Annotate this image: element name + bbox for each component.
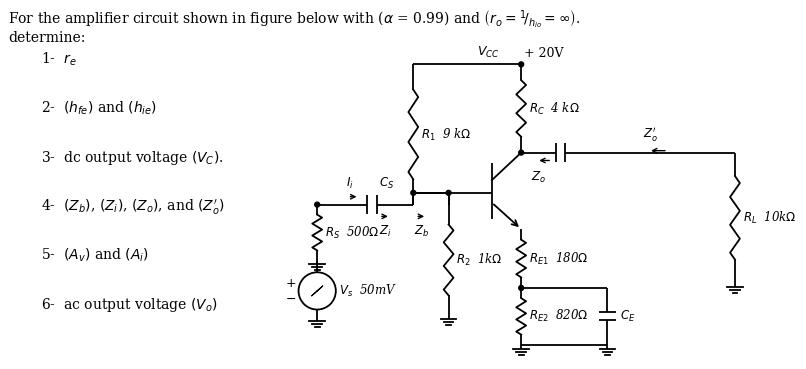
Text: $Z_o'$: $Z_o'$	[642, 125, 658, 143]
Circle shape	[314, 202, 320, 207]
Text: $V_s$  50mV: $V_s$ 50mV	[339, 283, 397, 299]
Text: $R_{E1}$  180$\Omega$: $R_{E1}$ 180$\Omega$	[529, 251, 588, 266]
Text: $Z_i$: $Z_i$	[379, 224, 391, 239]
Text: $C_S$: $C_S$	[379, 176, 394, 191]
Text: $Z_b$: $Z_b$	[413, 224, 429, 239]
Circle shape	[411, 190, 416, 195]
Text: $R_S$  500$\Omega$: $R_S$ 500$\Omega$	[325, 224, 380, 241]
Text: 2-  $(h_{fe})$ and $(h_{ie})$: 2- $(h_{fe})$ and $(h_{ie})$	[40, 100, 156, 117]
Text: 5-  $(A_v)$ and $(A_i)$: 5- $(A_v)$ and $(A_i)$	[40, 247, 148, 264]
Text: $C_E$: $C_E$	[621, 309, 636, 324]
Text: 6-  ac output voltage $(V_o)$: 6- ac output voltage $(V_o)$	[40, 296, 218, 314]
Text: $R_2$  1k$\Omega$: $R_2$ 1k$\Omega$	[456, 252, 503, 268]
Text: $R_L$  10k$\Omega$: $R_L$ 10k$\Omega$	[743, 210, 796, 226]
Text: $Z_o$: $Z_o$	[531, 170, 546, 185]
Text: $V_{CC}$: $V_{CC}$	[477, 45, 500, 61]
Circle shape	[519, 150, 524, 155]
Text: $R_{E2}$  820$\Omega$: $R_{E2}$ 820$\Omega$	[529, 308, 588, 324]
Text: 3-  dc output voltage $(V_C)$.: 3- dc output voltage $(V_C)$.	[40, 149, 223, 167]
Circle shape	[519, 62, 524, 67]
Text: 4-  $(Z_b)$, $(Z_i)$, $(Z_o)$, and $(Z_o')$: 4- $(Z_b)$, $(Z_i)$, $(Z_o)$, and $(Z_o'…	[40, 198, 224, 217]
Text: + 20V: + 20V	[524, 48, 563, 61]
Text: $-$: $-$	[285, 292, 297, 305]
Text: +: +	[286, 276, 297, 290]
Text: 1-  $r_e$: 1- $r_e$	[40, 51, 77, 68]
Text: $R_1$  9 k$\Omega$: $R_1$ 9 k$\Omega$	[422, 127, 472, 142]
Circle shape	[519, 286, 524, 290]
Text: determine:: determine:	[8, 31, 85, 45]
Text: $R_C$  4 k$\Omega$: $R_C$ 4 k$\Omega$	[529, 100, 580, 117]
Text: $I_i$: $I_i$	[346, 176, 353, 191]
Circle shape	[447, 190, 451, 195]
Text: For the amplifier circuit shown in figure below with ($\alpha$ = 0.99) and $\lef: For the amplifier circuit shown in figur…	[8, 8, 581, 31]
